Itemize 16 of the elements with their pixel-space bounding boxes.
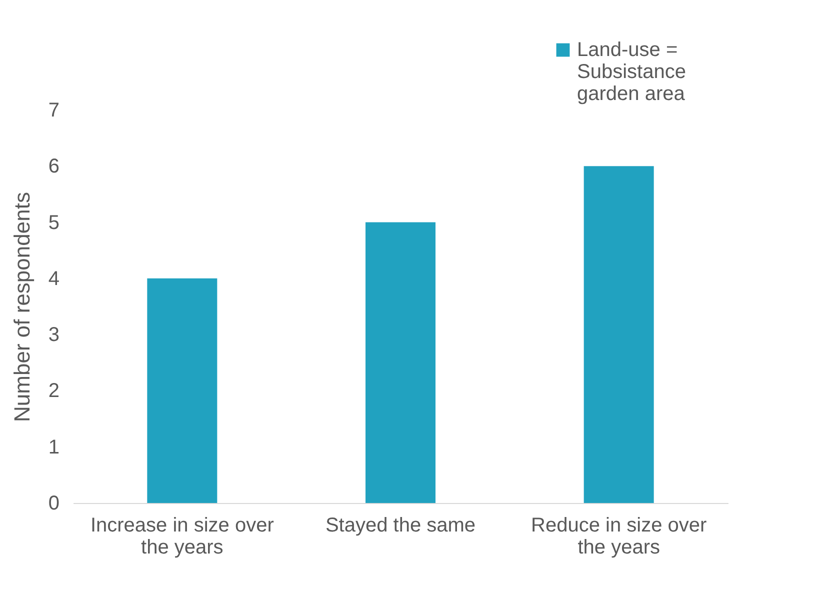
y-tick-label: 4 <box>48 268 60 290</box>
y-tick-label: 7 <box>48 100 60 122</box>
x-tick-label: Stayed the same <box>325 514 476 536</box>
legend-label: Land-use = Subsistance garden area <box>577 39 686 105</box>
y-tick-label: 2 <box>48 380 60 402</box>
bar <box>584 166 654 503</box>
y-axis-title: Number of respondents <box>9 192 34 422</box>
x-tick-label: Reduce in size over the years <box>531 514 707 558</box>
y-tick-label: 3 <box>48 324 60 346</box>
y-tick-label: 1 <box>48 436 60 458</box>
y-tick-label: 0 <box>48 492 60 514</box>
bar <box>366 222 436 503</box>
bar <box>147 278 218 503</box>
x-tick-label: Increase in size over the years <box>90 514 274 558</box>
y-tick-label: 6 <box>48 156 60 178</box>
y-tick-label: 5 <box>48 212 60 234</box>
